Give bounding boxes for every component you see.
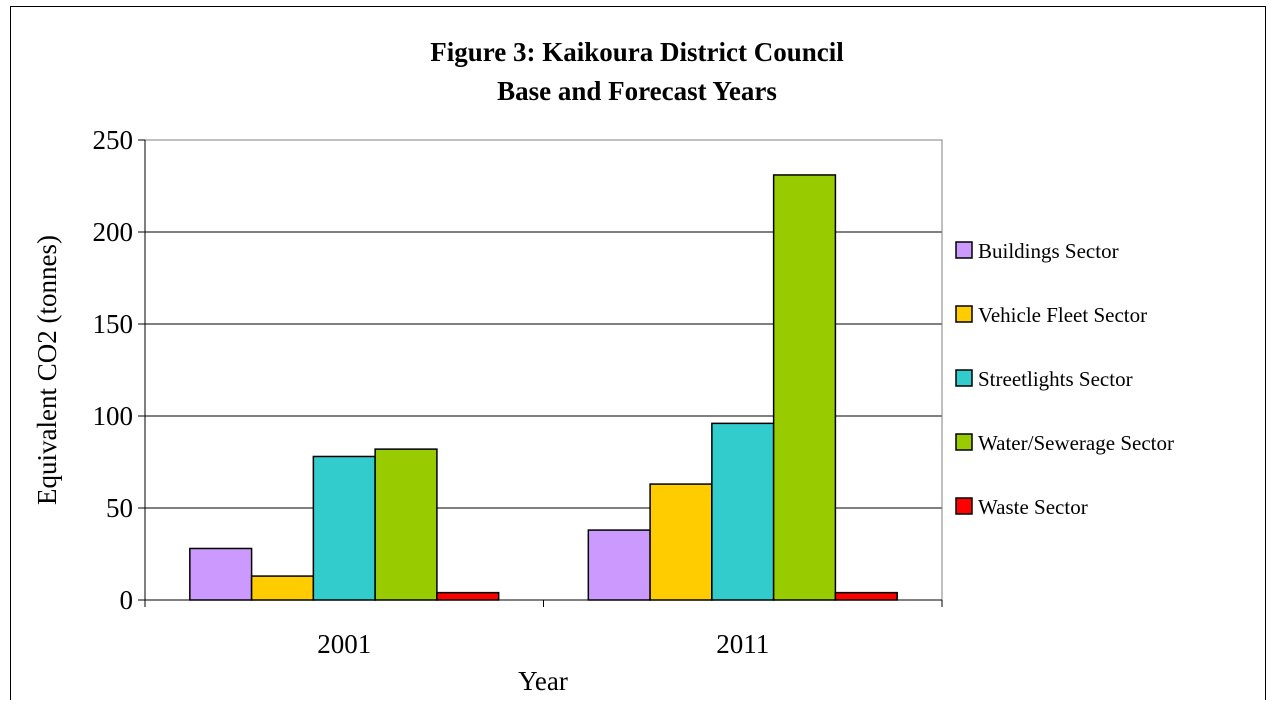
legend-swatch	[955, 433, 973, 451]
y-tick-label: 250	[93, 125, 134, 155]
legend-label: Waste Sector	[978, 495, 1088, 519]
legend-swatch	[955, 369, 973, 387]
legend-swatch	[955, 305, 973, 323]
y-tick-label: 200	[93, 217, 134, 247]
bar	[374, 448, 438, 601]
axes: 0 50 100 150 200 250 2001 2011	[93, 125, 943, 659]
bar	[436, 591, 500, 601]
y-axis-title: Equivalent CO2 (tonnes)	[32, 235, 62, 505]
bar	[312, 455, 376, 601]
chart-subtitle: Base and Forecast Years	[497, 76, 777, 106]
legend-label: Streetlights Sector	[978, 367, 1133, 391]
x-tick-label: 2011	[716, 629, 769, 659]
y-tick-label: 150	[93, 309, 134, 339]
legend-swatch	[955, 241, 973, 259]
bar	[649, 483, 713, 601]
bar	[834, 591, 898, 601]
x-axis-title: Year	[518, 666, 568, 696]
y-tick-label: 0	[120, 585, 134, 615]
bar	[711, 422, 775, 601]
y-tick-label: 50	[106, 493, 133, 523]
chart-frame	[10, 6, 1266, 700]
legend-swatch	[955, 497, 973, 515]
chart-title: Figure 3: Kaikoura District Council	[430, 37, 844, 67]
bars	[189, 174, 898, 601]
bar	[772, 174, 837, 601]
bar	[250, 575, 315, 601]
legend-label: Water/Sewerage Sector	[978, 431, 1174, 455]
bar	[189, 547, 253, 601]
y-tick-label: 100	[93, 401, 134, 431]
legend-label: Buildings Sector	[978, 239, 1119, 263]
legend-label: Vehicle Fleet Sector	[978, 303, 1147, 327]
x-tick-label: 2001	[317, 629, 371, 659]
legend: Buildings Sector Vehicle Fleet Sector Stre…	[955, 239, 1174, 519]
bar	[587, 529, 651, 601]
